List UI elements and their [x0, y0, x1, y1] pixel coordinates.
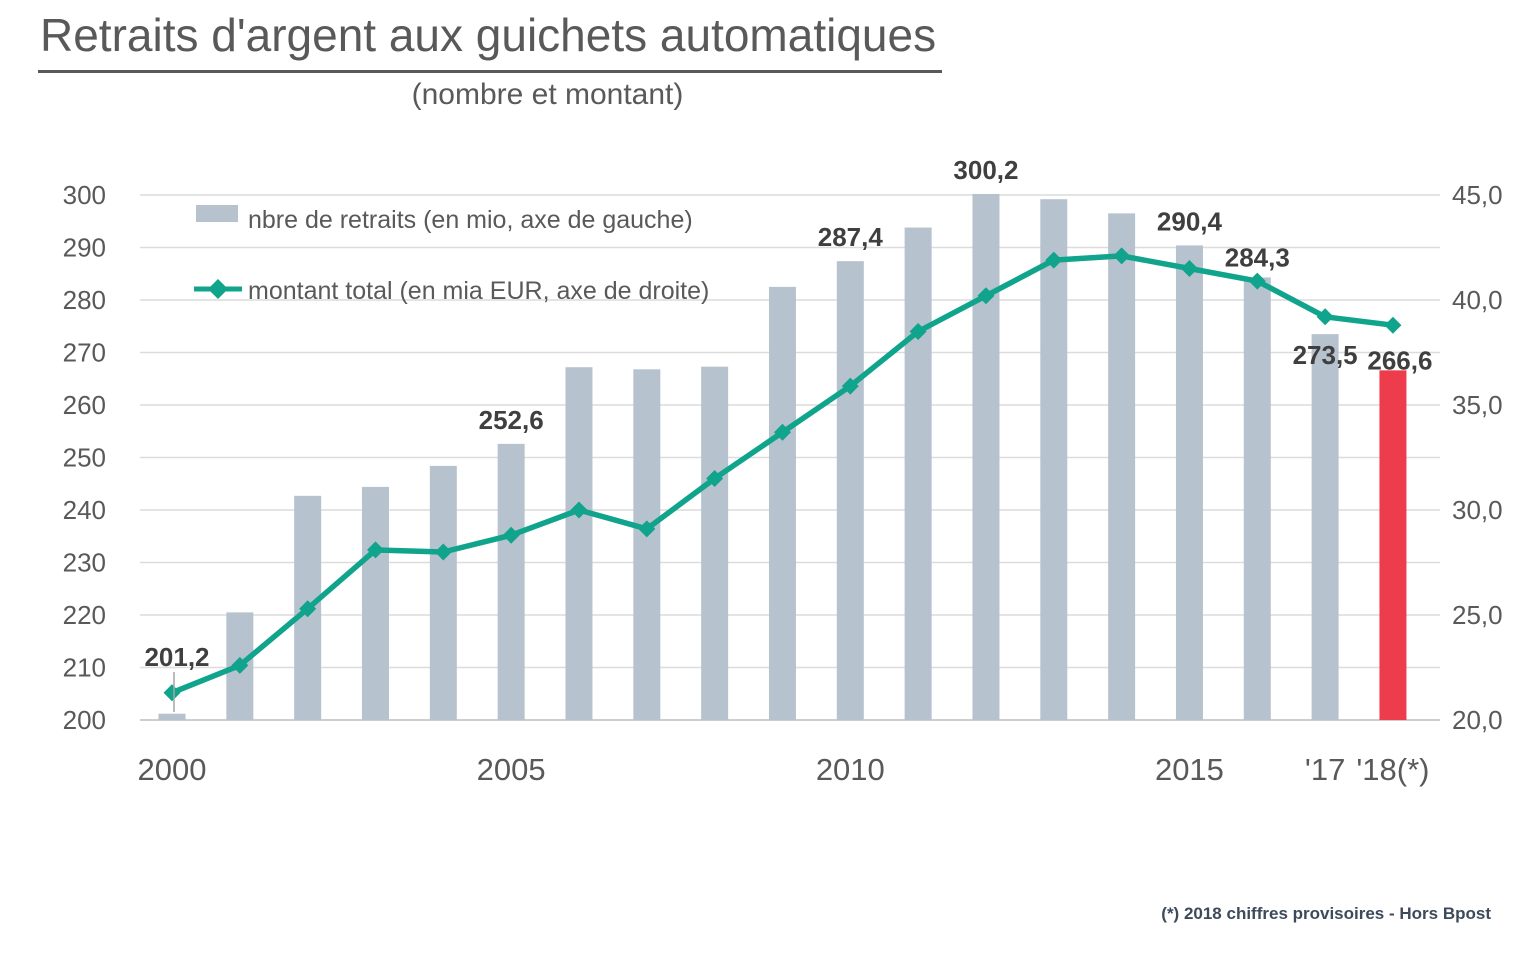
bar-2008	[701, 366, 729, 720]
line-point-2001	[231, 656, 249, 674]
right-axis-tick-label: 45,0	[1452, 180, 1503, 210]
x-axis-label-2017: '17	[1305, 752, 1345, 787]
left-axis-tick-label: 250	[63, 443, 106, 473]
point-label-2000: 201,2	[144, 642, 209, 672]
line-point-2012	[977, 287, 995, 305]
bar-2006	[565, 367, 593, 720]
point-label-2018: 266,6	[1367, 345, 1432, 375]
line-point-2014	[1113, 247, 1131, 265]
line-point-2011	[909, 323, 927, 340]
bar-2000	[158, 713, 186, 720]
right-axis-tick-label: 30,0	[1452, 495, 1503, 525]
line-point-2010	[841, 377, 859, 395]
line-point-2004	[434, 543, 452, 561]
bar-2013	[1040, 199, 1068, 720]
bar-2007	[633, 369, 661, 720]
x-axis-label-2015: 2015	[1155, 752, 1224, 787]
bar-2003	[361, 486, 389, 720]
page-title: Retraits d'argent aux guichets automatiq…	[38, 8, 943, 73]
line-point-2018	[1384, 316, 1402, 334]
left-axis-tick-label: 220	[63, 600, 106, 630]
line-point-2009	[773, 423, 791, 441]
point-label-2016: 284,3	[1225, 242, 1290, 272]
point-label-2010: 287,4	[818, 222, 884, 252]
left-axis-tick-label: 300	[63, 180, 106, 210]
line-point-2016	[1248, 272, 1266, 290]
bar-2016	[1243, 277, 1271, 720]
legend-line-marker	[208, 279, 228, 299]
bar-2014	[1108, 213, 1136, 720]
line-point-2015	[1180, 260, 1198, 277]
right-axis-tick-label: 25,0	[1452, 600, 1503, 630]
left-axis-tick-label: 200	[63, 705, 106, 735]
line-point-2000	[163, 684, 181, 702]
line-point-2017	[1316, 308, 1334, 326]
line-point-2002	[299, 600, 317, 618]
left-axis-tick-label: 230	[63, 548, 106, 578]
left-axis-tick-label: 260	[63, 390, 106, 420]
bar-2018	[1379, 370, 1407, 720]
x-axis-label-2000: 2000	[138, 752, 207, 787]
page-subtitle: (nombre et montant)	[411, 78, 684, 111]
left-axis-tick-label: 290	[63, 233, 106, 263]
bar-2010	[836, 261, 864, 720]
x-axis-label-2010: 2010	[816, 752, 885, 787]
line-point-2013	[1045, 251, 1063, 269]
left-axis-tick-label: 280	[63, 285, 106, 315]
line-point-2005	[502, 526, 520, 544]
left-axis-tick-label: 240	[63, 495, 106, 525]
point-label-2015: 290,4	[1157, 206, 1223, 236]
right-axis-tick-label: 20,0	[1452, 705, 1503, 735]
bar-2009	[768, 286, 796, 720]
left-axis-tick-label: 210	[63, 653, 106, 683]
x-axis-label-2005: 2005	[477, 752, 546, 787]
line-point-2003	[366, 541, 384, 559]
bar-2011	[904, 227, 932, 721]
footnote: (*) 2018 chiffres provisoires - Hors Bpo…	[1161, 904, 1491, 923]
bar-2017	[1311, 334, 1339, 720]
bar-2015	[1175, 245, 1203, 720]
line-point-2007	[638, 520, 656, 538]
legend-bar-swatch	[196, 205, 238, 222]
left-axis-tick-label: 270	[63, 338, 106, 368]
point-label-2012: 300,2	[953, 155, 1018, 185]
line-point-2008	[706, 470, 724, 487]
x-axis-label-2018: '18(*)	[1356, 752, 1429, 787]
bar-2005	[497, 443, 525, 720]
bar-2012	[972, 193, 1000, 720]
bar-2004	[429, 465, 457, 720]
legend-bar-label: nbre de retraits (en mio, axe de gauche)	[248, 206, 693, 234]
point-label-2017: 273,5	[1293, 340, 1358, 370]
legend-line-label: montant total (en mia EUR, axe de droite…	[248, 277, 709, 305]
point-label-2005: 252,6	[479, 405, 544, 435]
right-axis-tick-label: 40,0	[1452, 285, 1503, 315]
line-point-2006	[570, 501, 588, 519]
right-axis-tick-label: 35,0	[1452, 390, 1503, 420]
